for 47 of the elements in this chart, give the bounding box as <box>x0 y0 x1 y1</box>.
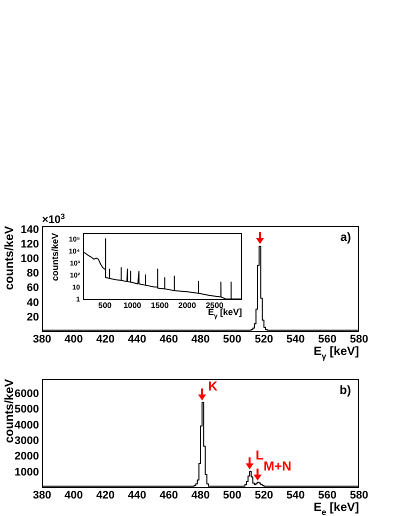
x-tick-label: 460 <box>160 490 178 502</box>
y-tick-label: 60 <box>26 282 39 294</box>
x-tick-label: 540 <box>286 334 305 346</box>
x-tick-label: 540 <box>286 490 305 502</box>
x-tick-label: 400 <box>64 490 83 502</box>
y-axis-title: counts/keV <box>50 233 60 282</box>
y-axis-title: counts/keV <box>2 378 16 444</box>
y-tick-label: 40 <box>26 296 39 309</box>
annotation: L <box>256 447 264 462</box>
x-tick-label: 500 <box>223 490 242 502</box>
annotation: b) <box>340 383 352 397</box>
y-tick-label: 120 <box>20 238 39 250</box>
y-tick-label: 5000 <box>14 404 39 416</box>
x-tick-label: 480 <box>191 334 210 346</box>
x-tick-label: 440 <box>128 334 146 346</box>
x-tick-label: 520 <box>254 334 274 346</box>
x-tick-label: 580 <box>350 334 368 346</box>
x-tick-label: 380 <box>32 334 52 346</box>
x-tick-label: 500 <box>223 334 242 346</box>
y-tick-label: 4000 <box>14 419 39 432</box>
y-tick-label: 3000 <box>14 434 39 447</box>
y-tick-label: 6000 <box>14 388 39 400</box>
y-tick-label: 20 <box>26 311 39 324</box>
y-tick-label: 100 <box>20 253 39 266</box>
x-tick-label: 2000 <box>178 301 197 310</box>
y-tick-label: 80 <box>26 268 39 280</box>
y-tick-label: 1000 <box>14 466 39 478</box>
y-tick-label: 140 <box>20 224 39 236</box>
x-tick-label: 1500 <box>150 301 170 310</box>
annotation: M+N <box>264 458 292 474</box>
x-tick-label: 520 <box>254 490 274 502</box>
y-axis-title: counts/keV <box>2 226 16 290</box>
x-tick-label: 1000 <box>123 301 142 310</box>
x-tick-label: 380 <box>32 490 52 502</box>
x-tick-label: 420 <box>96 490 115 502</box>
x-tick-label: 460 <box>160 334 178 346</box>
annotation: K <box>208 378 218 394</box>
x-tick-label: 440 <box>128 490 146 502</box>
x-tick-label: 420 <box>96 334 115 346</box>
y-tick-label: 2000 <box>14 450 39 463</box>
x-tick-label: 580 <box>350 490 368 502</box>
x-tick-label: 500 <box>98 301 112 310</box>
x-tick-label: 560 <box>318 334 336 346</box>
x-tick-label: 480 <box>191 490 210 502</box>
x-tick-label: 400 <box>64 334 83 346</box>
x-tick-label: 560 <box>318 490 336 502</box>
annotation: a) <box>340 230 352 244</box>
